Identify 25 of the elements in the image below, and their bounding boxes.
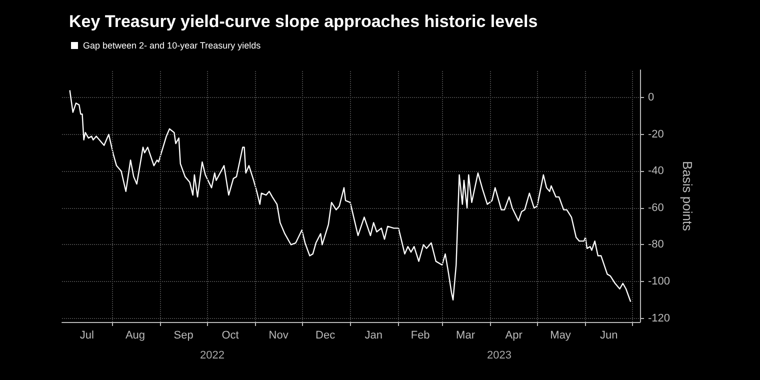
x-tick-label: Jan	[364, 330, 382, 342]
y-axis-title: Basis points	[680, 160, 695, 232]
x-tick-label: Nov	[268, 330, 289, 342]
y-tick-label: -100	[648, 276, 670, 288]
x-tick-label: Jul	[80, 330, 94, 342]
text: 2023	[487, 350, 512, 362]
line-series	[69, 90, 632, 302]
x-tick-label: May	[550, 330, 572, 342]
y-tick-label: -120	[648, 312, 670, 324]
chart-title: Key Treasury yield-curve slope approaches historic levels	[69, 12, 538, 31]
y-tick-label: -60	[648, 202, 664, 214]
text: 2022	[200, 350, 224, 362]
x-tick-label: Feb	[410, 330, 430, 342]
x-tick-label: Dec	[316, 330, 336, 342]
legend-label: Gap between 2- and 10-year Treasury yields	[83, 40, 262, 50]
x-tick-label: Oct	[222, 330, 239, 342]
x-tick-label: Jun	[600, 330, 618, 342]
x-tick-label: Mar	[456, 330, 476, 342]
x-tick-label: Sep	[174, 330, 194, 342]
y-tick-label: -20	[648, 128, 664, 140]
y-tick-label: 0	[648, 92, 654, 104]
y-tick-label: -80	[648, 238, 664, 251]
y-tick-label: -40	[648, 165, 664, 178]
x-tick-label: Aug	[125, 330, 146, 342]
x-tick-label: Apr	[505, 330, 523, 342]
